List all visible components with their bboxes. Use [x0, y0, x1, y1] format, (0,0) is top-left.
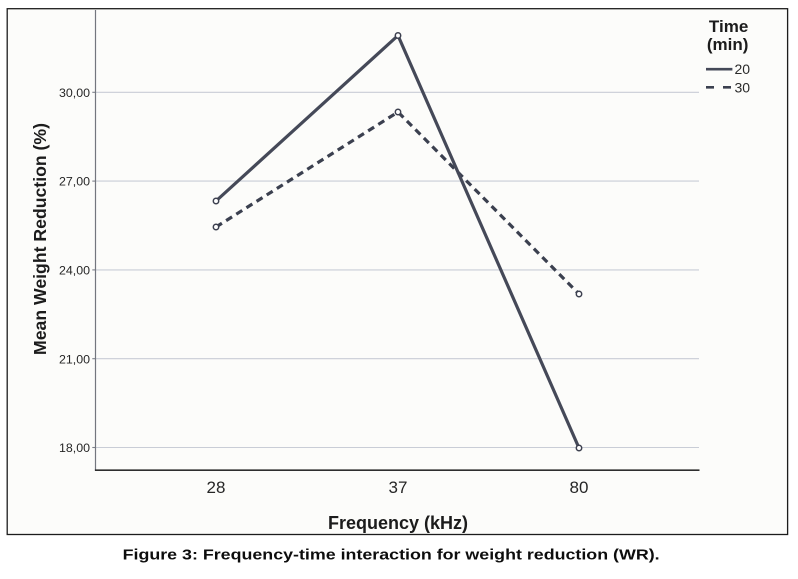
svg-text:28: 28 — [207, 478, 226, 497]
svg-text:30,00: 30,00 — [59, 86, 90, 100]
svg-text:Time: Time — [709, 17, 748, 36]
svg-text:20: 20 — [735, 61, 751, 77]
svg-text:Frequency (kHz): Frequency (kHz) — [328, 513, 468, 533]
svg-text:Mean Weight Reduction (%): Mean Weight Reduction (%) — [30, 123, 50, 355]
svg-text:Figure 3: Frequency-time inter: Figure 3: Frequency-time interaction for… — [123, 547, 660, 564]
svg-text:(min): (min) — [707, 35, 749, 54]
svg-text:30: 30 — [735, 79, 751, 95]
svg-text:27,00: 27,00 — [59, 175, 90, 189]
svg-text:24,00: 24,00 — [59, 264, 90, 278]
svg-text:37: 37 — [389, 478, 408, 497]
svg-text:21,00: 21,00 — [59, 352, 90, 366]
svg-text:18,00: 18,00 — [59, 441, 90, 455]
svg-text:80: 80 — [570, 478, 589, 497]
